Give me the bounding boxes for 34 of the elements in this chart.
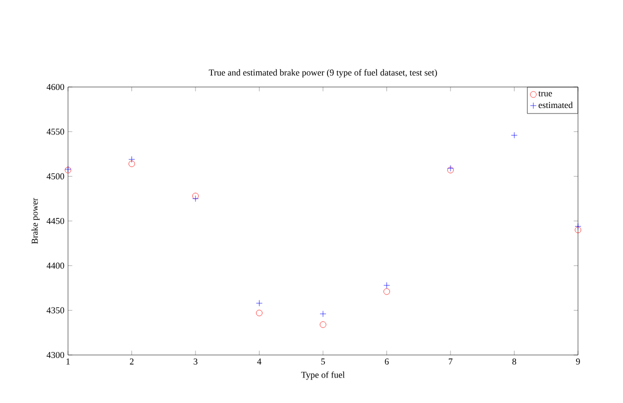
point [128, 156, 135, 163]
point [128, 160, 135, 168]
y-tick-label: 4300 [46, 352, 64, 358]
legend-label: estimated [538, 102, 573, 108]
x-tick-label: 7 [448, 358, 452, 364]
point [384, 288, 390, 295]
x-tick-label: 5 [321, 358, 325, 365]
point [511, 132, 518, 138]
point [192, 195, 199, 202]
y-tick-label: 4400 [46, 262, 64, 269]
x-tick-label: 8 [512, 358, 516, 365]
x-tick-label: 1 [66, 358, 70, 364]
x-tick-label: 4 [257, 358, 262, 364]
y-tick-label: 4500 [46, 173, 64, 180]
y-tick-label: 4600 [46, 84, 64, 90]
point [320, 321, 326, 328]
point [256, 300, 262, 306]
y-tick-label: 4350 [46, 307, 64, 314]
legend-label: true [538, 91, 552, 96]
x-tick-label: 9 [576, 358, 580, 365]
x-tick-label: 3 [194, 358, 198, 365]
x-tick-label: 2 [130, 358, 134, 364]
x-axis-title: Type of fuel [301, 371, 345, 380]
point [256, 310, 262, 316]
point [320, 310, 326, 318]
chart-title: True and estimated brake power (9 type of fuel dataset, test set) [208, 69, 437, 78]
y-tick-label: 4450 [46, 218, 64, 224]
y-axis-title: Brake power [31, 198, 40, 244]
point [574, 223, 582, 230]
y-tick-label: 4550 [46, 128, 64, 135]
point [192, 192, 199, 200]
x-tick-label: 6 [384, 358, 389, 365]
point [384, 282, 390, 289]
point [574, 226, 582, 234]
